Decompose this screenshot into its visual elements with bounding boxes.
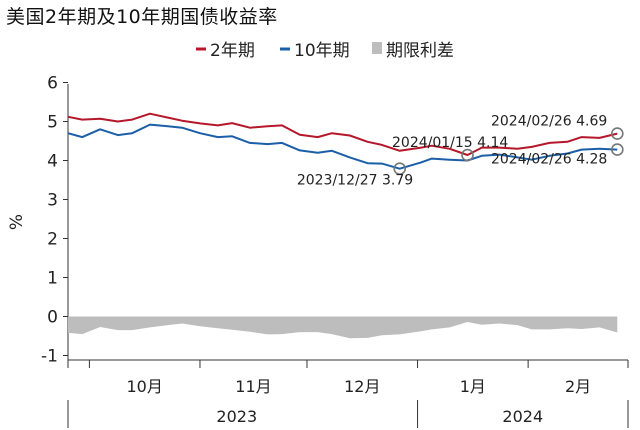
y-tick-label: 3	[47, 191, 58, 211]
legend-10y-label: 10年期	[294, 41, 350, 61]
series-2y-line	[67, 112, 618, 156]
x-tick-label: 10月	[127, 377, 163, 396]
x-tick-label: 11月	[235, 377, 271, 396]
legend-spread-swatch	[372, 42, 382, 54]
y-tick-label: 0	[47, 308, 58, 328]
y-axis-label: %	[7, 214, 27, 230]
year-label: 2023	[216, 407, 257, 426]
y-tick-label: 1	[47, 269, 58, 289]
legend-spread-label: 期限利差	[386, 41, 454, 61]
annotation-marker	[610, 143, 624, 156]
annotation-label: 2024/01/15 4.14	[392, 135, 508, 151]
y-tick-label: 5	[47, 113, 58, 133]
x-tick-label: 2月	[565, 377, 591, 396]
annotation-label: 2024/02/26 4.69	[491, 114, 607, 130]
annotation-marker	[610, 127, 624, 140]
legend-2y-label: 2年期	[210, 41, 255, 61]
annotation-marker	[393, 162, 407, 175]
y-tick-label: 2	[47, 230, 58, 250]
y-tick-label: -1	[41, 347, 58, 367]
chart-title: 美国2年期及10年期国债收益率	[6, 6, 278, 28]
series-spread-area	[68, 316, 618, 339]
x-tick-label: 12月	[344, 377, 380, 396]
x-tick-label: 1月	[460, 377, 486, 396]
year-label: 2024	[502, 407, 543, 426]
y-tick-label: 4	[47, 152, 58, 172]
annotation-marker	[461, 148, 474, 162]
annotation-label: 2024/02/26 4.28	[491, 152, 607, 168]
annotation-label: 2023/12/27 3.79	[297, 173, 413, 189]
series-10y-line	[67, 123, 618, 170]
y-tick-label: 6	[47, 74, 58, 94]
